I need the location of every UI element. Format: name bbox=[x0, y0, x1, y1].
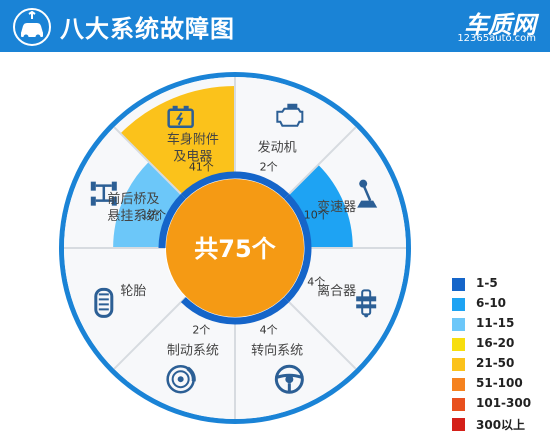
car-wrench-icon bbox=[13, 8, 51, 46]
legend-swatch bbox=[452, 418, 465, 431]
legend-label: 6-10 bbox=[476, 296, 507, 310]
segment-name-line: 悬挂系统 bbox=[107, 209, 159, 224]
brand-logo: 车质网 bbox=[464, 11, 536, 39]
legend-label: 11-15 bbox=[476, 316, 515, 330]
axle-suspension-icon bbox=[90, 181, 117, 206]
segment-divider bbox=[283, 296, 357, 370]
segment-ring bbox=[234, 297, 290, 325]
page-title: 八大系统故障图 bbox=[60, 15, 235, 43]
legend-label: 51-100 bbox=[476, 376, 523, 390]
segment-ring bbox=[284, 193, 312, 249]
center-disc bbox=[166, 179, 304, 317]
legend-swatch bbox=[452, 338, 465, 351]
segment-name-line: 轮胎 bbox=[120, 284, 146, 299]
brand-url: 12365auto.com bbox=[457, 33, 536, 44]
legend-label: 300以上 bbox=[476, 418, 526, 432]
legend-swatch bbox=[452, 358, 465, 371]
segment-ring bbox=[180, 297, 236, 325]
segment-name-line: 前后桥及 bbox=[107, 191, 159, 207]
steering-wheel-icon bbox=[274, 364, 304, 394]
segment-wedge bbox=[168, 297, 235, 342]
segment-count: 2个 bbox=[260, 161, 278, 174]
legend-swatch bbox=[452, 298, 465, 311]
legend-label: 16-20 bbox=[476, 336, 515, 350]
segment-count: 4个 bbox=[307, 276, 325, 289]
segment-name-line: 车身附件 bbox=[167, 131, 219, 147]
clutch-icon bbox=[356, 289, 377, 318]
battery-icon bbox=[167, 105, 194, 129]
segment-name-line: 及电器 bbox=[173, 149, 212, 164]
segment-divider bbox=[113, 126, 187, 200]
segment-count: 12个 bbox=[141, 208, 166, 221]
legend-swatch bbox=[452, 318, 465, 331]
segment-name-line: 变速器 bbox=[317, 199, 356, 215]
segment-ring bbox=[234, 171, 290, 199]
segment-ring bbox=[158, 193, 186, 249]
segment-divider bbox=[113, 296, 187, 370]
segment-ring bbox=[180, 171, 236, 199]
legend-label: 101-300 bbox=[476, 396, 532, 410]
brake-disc-icon bbox=[166, 364, 196, 394]
segment-count: 41个 bbox=[189, 161, 214, 174]
segment-wedge bbox=[284, 164, 353, 248]
segment-name-line: 制动系统 bbox=[167, 344, 219, 359]
segment-wedge bbox=[284, 248, 337, 321]
segment-name-line: 发动机 bbox=[258, 139, 297, 155]
engine-icon bbox=[276, 103, 304, 127]
segment-name-line: 转向系统 bbox=[251, 343, 303, 359]
segment-wedge bbox=[120, 86, 235, 199]
legend-label: 21-50 bbox=[476, 356, 515, 370]
legend-swatch bbox=[452, 378, 465, 391]
segment-count: 4个 bbox=[260, 323, 278, 336]
segment-count: 2个 bbox=[192, 323, 210, 336]
tire-icon bbox=[94, 287, 114, 318]
segment-divider bbox=[283, 126, 357, 200]
center-total: 共75个 bbox=[194, 235, 276, 263]
segment-count: 10个 bbox=[304, 208, 329, 221]
segment-wedge bbox=[235, 297, 308, 350]
gear-shifter-icon bbox=[357, 179, 378, 208]
segment-ring bbox=[284, 247, 312, 303]
header-bar: 八大系统故障图 车质网 12365auto.com bbox=[0, 0, 550, 52]
legend-swatch bbox=[452, 278, 465, 291]
legend-swatch bbox=[452, 398, 465, 411]
segment-name-line: 离合器 bbox=[317, 283, 356, 299]
segment-backdrop bbox=[64, 248, 186, 369]
segment-wedge bbox=[235, 154, 302, 199]
legend-label: 1-5 bbox=[476, 276, 498, 290]
